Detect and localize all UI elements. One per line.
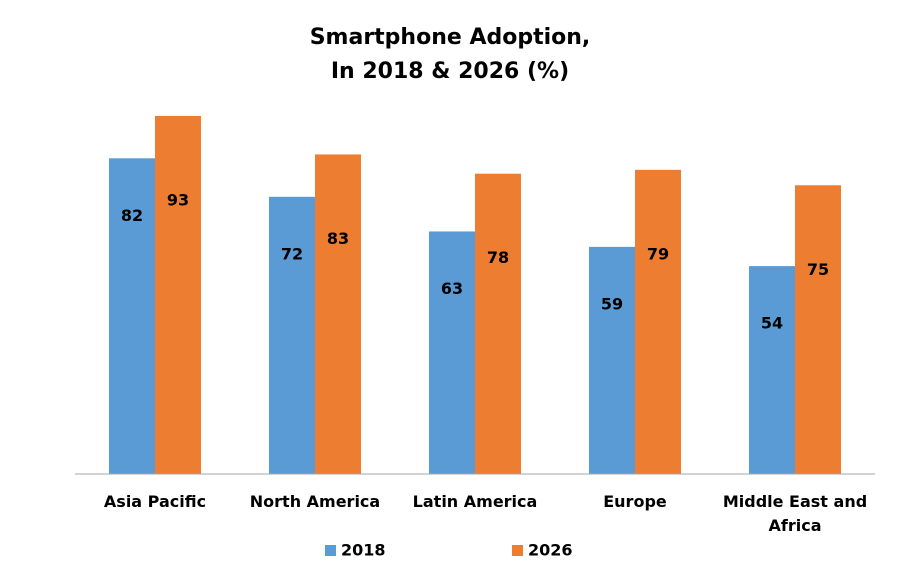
data-label: 63 [441, 279, 463, 298]
x-tick-label-box: Middle East and Africa [722, 492, 868, 535]
x-tick-label-box: Europe [603, 492, 667, 511]
legend-label: 2018 [341, 541, 386, 560]
x-tick-label-box: North America [249, 492, 381, 511]
x-tick-label: Middle East and Africa [722, 492, 868, 535]
legend-label: 2026 [528, 541, 573, 560]
bar [109, 158, 155, 475]
legend-swatch [512, 545, 523, 556]
x-tick-label: North America [249, 492, 381, 511]
x-tick-label-box: Latin America [412, 492, 538, 511]
bar [635, 169, 681, 474]
chart-title: Smartphone Adoption, [310, 25, 591, 50]
bar [795, 185, 841, 474]
x-tick-label: Europe [603, 492, 667, 511]
data-label: 59 [601, 294, 623, 313]
chart-title: In 2018 & 2026 (%) [331, 59, 569, 84]
data-label: 54 [761, 314, 783, 333]
data-label: 93 [167, 190, 189, 209]
bar [475, 173, 521, 474]
data-label: 78 [487, 248, 509, 267]
bar [589, 246, 635, 474]
data-label: 82 [121, 206, 143, 225]
x-tick-label-box: Asia Pacific [103, 492, 207, 511]
bar [429, 231, 475, 474]
bar [155, 115, 201, 474]
data-label: 79 [647, 244, 669, 263]
bar [749, 266, 795, 474]
x-tick-label: Asia Pacific [103, 492, 207, 511]
bar [315, 154, 361, 474]
bar [269, 196, 315, 475]
x-tick-label: Latin America [412, 492, 538, 511]
data-label: 83 [327, 229, 349, 248]
data-label: 75 [807, 260, 829, 279]
data-label: 72 [281, 244, 303, 263]
legend-swatch [325, 545, 336, 556]
